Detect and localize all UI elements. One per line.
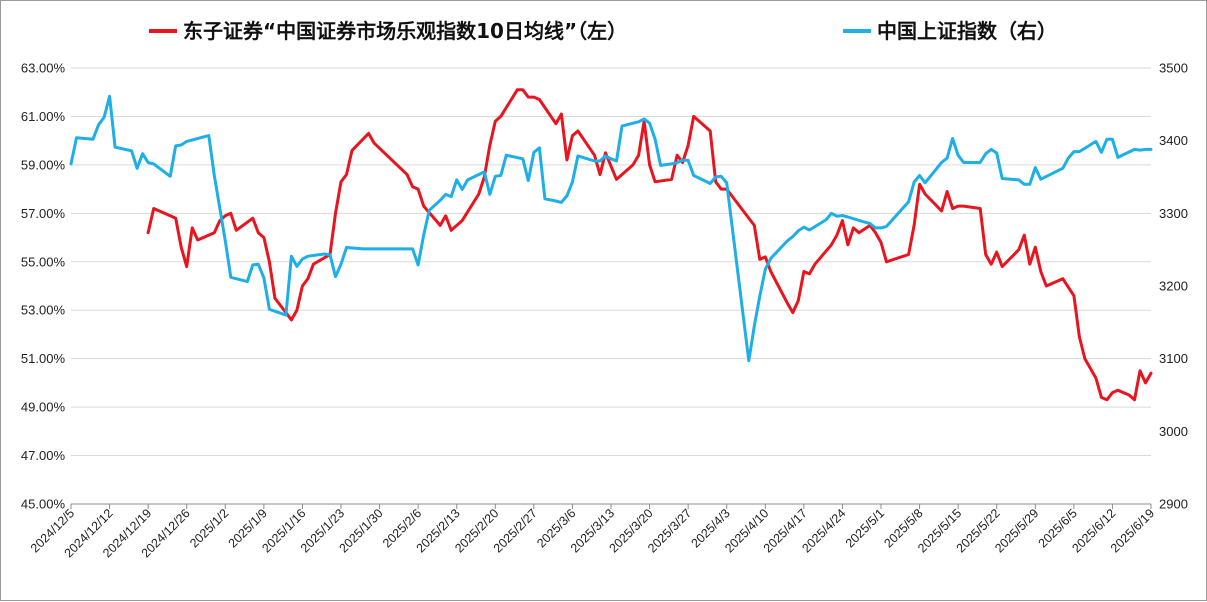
left-tick-label: 51.00% [21,351,66,366]
legend-label-sentiment: 东子证券“中国证券市场乐观指数10日均线”（左） [183,19,627,43]
shanghai-index-line [69,94,1153,363]
sentiment-index-line [146,88,1153,402]
x-tick-label: 2025/1/2 [187,506,231,550]
left-tick-label: 63.00% [21,61,66,76]
left-tick-label: 49.00% [21,400,66,415]
left-tick-label: 61.00% [21,109,66,124]
right-tick-label: 3400 [1159,133,1188,148]
legend-label-shanghai-index: 中国上证指数（右） [877,19,1057,43]
gridlines [71,67,1151,505]
right-tick-label: 3300 [1159,206,1188,221]
legend: 东子证券“中国证券市场乐观指数10日均线”（左） 中国上证指数（右） [149,19,1057,43]
left-tick-label: 57.00% [21,206,66,221]
left-tick-label: 53.00% [21,303,66,318]
right-tick-label: 3000 [1159,424,1188,439]
left-tick-label: 59.00% [21,157,66,172]
left-tick-label: 45.00% [21,497,66,512]
left-axis: 45.00% 47.00% 49.00% 51.00% 53.00% 55.00% 57.0… [21,61,66,512]
left-tick-label: 47.00% [21,448,66,463]
series-layer [69,88,1153,402]
right-tick-label: 2900 [1159,497,1188,512]
x-axis: 2024/12/52024/12/122024/12/192024/12/262… [28,504,1157,560]
left-tick-label: 55.00% [21,254,66,269]
right-axis: 2900 3000 3100 3200 3300 3400 3500 [1159,61,1188,512]
right-tick-label: 3500 [1159,61,1188,76]
right-tick-label: 3100 [1159,351,1188,366]
x-tick-label: 2025/5/1 [843,506,887,550]
right-tick-label: 3200 [1159,279,1188,294]
